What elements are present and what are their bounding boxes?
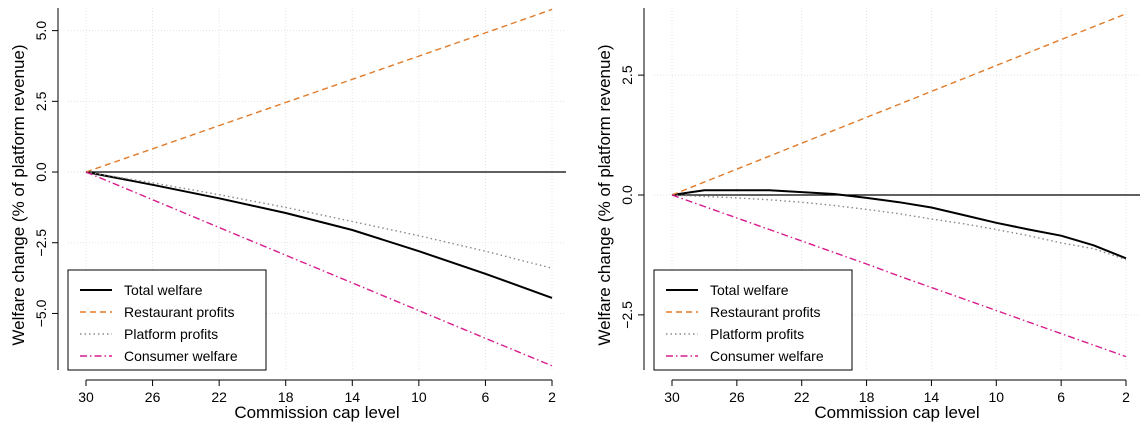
x-tick-label-4: 14 [924,389,940,405]
y-tick-label-2: −2.5 [619,301,635,329]
x-axis-label: Commission cap level [814,403,979,422]
x-tick-label-0: 30 [78,389,94,405]
y-tick-label-1: 2.5 [33,91,49,111]
x-tick-label-6: 6 [1057,389,1065,405]
series-line-restaurant-profits [85,8,553,173]
x-tick-label-6: 6 [482,389,490,405]
series-line-platform-profits [671,194,1127,261]
x-tick-label-3: 18 [859,389,875,405]
x-tick-label-4: 14 [344,389,360,405]
y-tick-label-4: −5.0 [33,299,49,327]
x-tick-label-0: 30 [664,389,680,405]
x-tick-label-1: 26 [145,389,161,405]
legend-label-1: Restaurant profits [710,304,821,320]
legend-label-3: Consumer welfare [710,348,824,364]
y-axis-label: Welfare change (% of platform revenue) [9,44,28,345]
legend: Total welfare Restaurant profits Platform … [67,269,267,371]
x-tick-label-2: 22 [211,389,227,405]
x-tick-label-7: 2 [1122,389,1130,405]
y-tick-label-0: 2.5 [619,65,635,85]
legend-label-0: Total welfare [124,282,203,298]
x-tick-label-2: 22 [794,389,810,405]
y-tick-label-1: 0.0 [619,185,635,205]
legend-label-0: Total welfare [710,282,789,298]
series-line-consumer-welfare [671,194,1127,358]
series-line-total-welfare [671,189,1127,260]
chart-1: 30 26 22 18 14 10 6 2 5.0 2.5 0.0 −2.5 −5.0 Commissio… [9,8,566,422]
x-tick-label-7: 2 [548,389,556,405]
legend-label-2: Platform profits [710,326,804,342]
y-tick-label-2: 0.0 [33,162,49,182]
legend-box [67,269,267,371]
y-tick-label-0: 5.0 [33,21,49,41]
legend-label-3: Consumer welfare [124,348,238,364]
series-line-restaurant-profits [671,13,1127,196]
x-tick-label-5: 10 [988,389,1004,405]
y-axis-label: Welfare change (% of platform revenue) [595,44,614,345]
series-line-consumer-welfare [85,171,553,367]
x-axis-label: Commission cap level [234,403,399,422]
legend-label-1: Restaurant profits [124,304,235,320]
legend: Total welfare Restaurant profits Platform … [653,269,853,371]
chart-2: 30 26 22 18 14 10 6 2 2.5 0.0 −2.5 Commission cap l… [595,8,1140,422]
y-tick-label-3: −2.5 [33,229,49,257]
legend-box [653,269,853,371]
x-tick-label-3: 18 [278,389,294,405]
legend-label-2: Platform profits [124,326,218,342]
series-line-total-welfare [85,171,553,299]
x-tick-label-5: 10 [411,389,427,405]
x-tick-label-1: 26 [729,389,745,405]
